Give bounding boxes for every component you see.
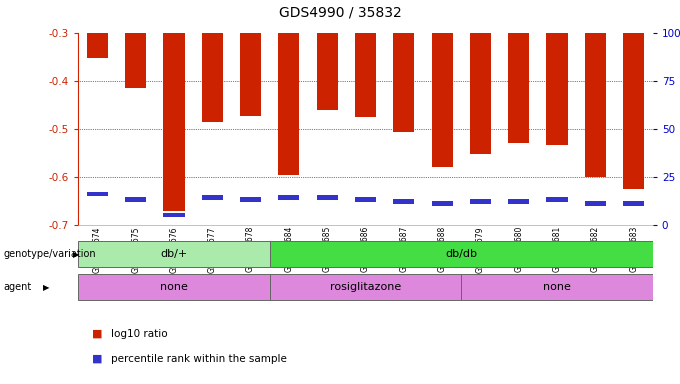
Bar xyxy=(270,242,653,267)
Bar xyxy=(87,33,108,58)
Text: none: none xyxy=(543,282,571,292)
Bar xyxy=(355,33,376,117)
Text: percentile rank within the sample: percentile rank within the sample xyxy=(111,354,287,364)
Text: GDS4990 / 35832: GDS4990 / 35832 xyxy=(279,6,401,20)
Text: genotype/variation: genotype/variation xyxy=(3,249,96,260)
Bar xyxy=(163,33,184,211)
Bar xyxy=(317,33,338,111)
Bar xyxy=(623,201,644,206)
Bar xyxy=(240,33,261,116)
Bar xyxy=(125,33,146,88)
Text: log10 ratio: log10 ratio xyxy=(111,329,167,339)
Bar xyxy=(623,33,644,189)
Bar xyxy=(547,33,568,146)
Bar xyxy=(270,274,461,300)
Bar xyxy=(278,33,299,175)
Bar xyxy=(278,195,299,200)
Text: agent: agent xyxy=(3,282,32,292)
Bar xyxy=(202,195,223,200)
Text: ■: ■ xyxy=(92,329,102,339)
Bar xyxy=(317,195,338,200)
Bar xyxy=(461,274,653,300)
Bar xyxy=(355,197,376,202)
Bar xyxy=(547,197,568,202)
Bar xyxy=(78,274,270,300)
Bar xyxy=(163,213,184,217)
Text: ▶: ▶ xyxy=(73,250,80,259)
Bar xyxy=(393,33,414,132)
Bar xyxy=(585,33,606,177)
Bar xyxy=(125,197,146,202)
Bar xyxy=(78,242,270,267)
Text: rosiglitazone: rosiglitazone xyxy=(330,282,401,292)
Bar xyxy=(87,192,108,196)
Bar xyxy=(508,33,529,143)
Bar xyxy=(470,33,491,154)
Bar xyxy=(470,199,491,204)
Bar xyxy=(432,201,453,206)
Bar xyxy=(585,201,606,206)
Bar xyxy=(393,199,414,204)
Bar xyxy=(202,33,223,122)
Text: ▶: ▶ xyxy=(43,283,50,291)
Text: none: none xyxy=(160,282,188,292)
Text: db/db: db/db xyxy=(445,249,477,260)
Text: ■: ■ xyxy=(92,354,102,364)
Bar xyxy=(508,199,529,204)
Bar xyxy=(432,33,453,167)
Text: db/+: db/+ xyxy=(160,249,188,260)
Bar xyxy=(240,197,261,202)
